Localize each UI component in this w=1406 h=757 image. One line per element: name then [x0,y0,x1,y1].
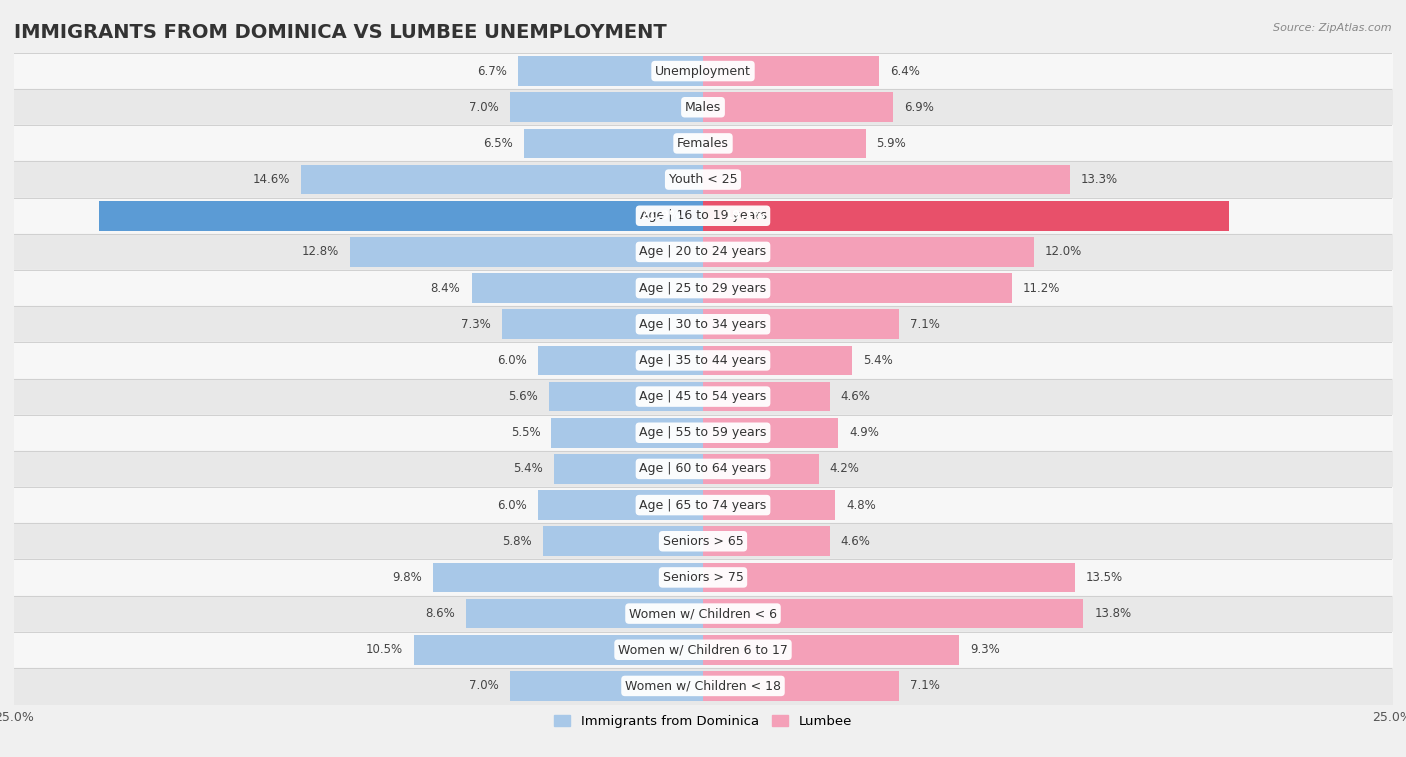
Text: 7.1%: 7.1% [910,318,939,331]
Text: 5.9%: 5.9% [876,137,907,150]
Bar [703,129,866,158]
Text: 5.4%: 5.4% [863,354,893,367]
Bar [703,599,1083,628]
Bar [433,562,703,592]
Text: Age | 35 to 44 years: Age | 35 to 44 years [640,354,766,367]
Text: 11.2%: 11.2% [1022,282,1060,294]
Bar [551,418,703,447]
Text: Youth < 25: Youth < 25 [669,173,737,186]
Bar [524,129,703,158]
Bar [543,526,703,556]
Bar [703,491,835,520]
Text: 6.5%: 6.5% [484,137,513,150]
Text: 13.3%: 13.3% [1081,173,1118,186]
Text: 6.4%: 6.4% [890,64,921,77]
Bar [703,273,1012,303]
Bar [703,92,893,122]
Bar [413,635,703,665]
Bar [510,671,703,701]
Bar [350,237,703,266]
Text: 4.8%: 4.8% [846,499,876,512]
Bar [703,526,830,556]
Text: 12.0%: 12.0% [1045,245,1083,258]
Text: 8.6%: 8.6% [425,607,456,620]
Bar [301,165,703,195]
Bar [703,671,898,701]
Text: 5.6%: 5.6% [508,390,537,403]
Text: Females: Females [678,137,728,150]
Text: IMMIGRANTS FROM DOMINICA VS LUMBEE UNEMPLOYMENT: IMMIGRANTS FROM DOMINICA VS LUMBEE UNEMP… [14,23,666,42]
Text: Seniors > 75: Seniors > 75 [662,571,744,584]
Text: 6.9%: 6.9% [904,101,934,114]
Bar [703,201,1229,231]
Bar [703,454,818,484]
Text: 19.1%: 19.1% [725,209,766,223]
Text: Age | 65 to 74 years: Age | 65 to 74 years [640,499,766,512]
Text: 4.6%: 4.6% [841,390,870,403]
Bar [703,237,1033,266]
Bar [465,599,703,628]
Bar [502,310,703,339]
Bar [554,454,703,484]
Bar [703,562,1076,592]
Text: 14.6%: 14.6% [252,173,290,186]
Text: Age | 45 to 54 years: Age | 45 to 54 years [640,390,766,403]
Bar [537,491,703,520]
Text: 6.0%: 6.0% [496,499,527,512]
Bar [703,418,838,447]
Bar [519,56,703,86]
Text: Women w/ Children 6 to 17: Women w/ Children 6 to 17 [619,643,787,656]
Text: 5.5%: 5.5% [510,426,540,439]
Text: 4.2%: 4.2% [830,463,859,475]
Bar [703,346,852,375]
Text: Unemployment: Unemployment [655,64,751,77]
Text: 5.8%: 5.8% [502,534,531,548]
Text: Age | 55 to 59 years: Age | 55 to 59 years [640,426,766,439]
Text: 12.8%: 12.8% [302,245,339,258]
Text: Women w/ Children < 18: Women w/ Children < 18 [626,680,780,693]
Text: 13.5%: 13.5% [1085,571,1123,584]
Bar [703,165,1070,195]
Text: 9.8%: 9.8% [392,571,422,584]
Text: Women w/ Children < 6: Women w/ Children < 6 [628,607,778,620]
Bar [100,201,703,231]
Bar [510,92,703,122]
Text: Age | 60 to 64 years: Age | 60 to 64 years [640,463,766,475]
Bar [703,382,830,411]
Text: Seniors > 65: Seniors > 65 [662,534,744,548]
Bar [548,382,703,411]
Text: 9.3%: 9.3% [970,643,1000,656]
Legend: Immigrants from Dominica, Lumbee: Immigrants from Dominica, Lumbee [548,709,858,734]
Text: Source: ZipAtlas.com: Source: ZipAtlas.com [1274,23,1392,33]
Bar [703,310,898,339]
Text: 7.3%: 7.3% [461,318,491,331]
Text: 7.1%: 7.1% [910,680,939,693]
Text: 13.8%: 13.8% [1094,607,1132,620]
Text: 6.0%: 6.0% [496,354,527,367]
Bar [537,346,703,375]
Bar [471,273,703,303]
Text: Age | 30 to 34 years: Age | 30 to 34 years [640,318,766,331]
Text: Males: Males [685,101,721,114]
Text: Age | 20 to 24 years: Age | 20 to 24 years [640,245,766,258]
Text: 4.9%: 4.9% [849,426,879,439]
Text: 10.5%: 10.5% [366,643,402,656]
Text: Age | 16 to 19 years: Age | 16 to 19 years [640,209,766,223]
Text: 5.4%: 5.4% [513,463,543,475]
Bar [703,56,879,86]
Text: 21.9%: 21.9% [640,209,681,223]
Text: 7.0%: 7.0% [470,101,499,114]
Bar [703,635,959,665]
Text: 4.6%: 4.6% [841,534,870,548]
Text: 6.7%: 6.7% [478,64,508,77]
Text: 8.4%: 8.4% [430,282,461,294]
Text: 7.0%: 7.0% [470,680,499,693]
Text: Age | 25 to 29 years: Age | 25 to 29 years [640,282,766,294]
